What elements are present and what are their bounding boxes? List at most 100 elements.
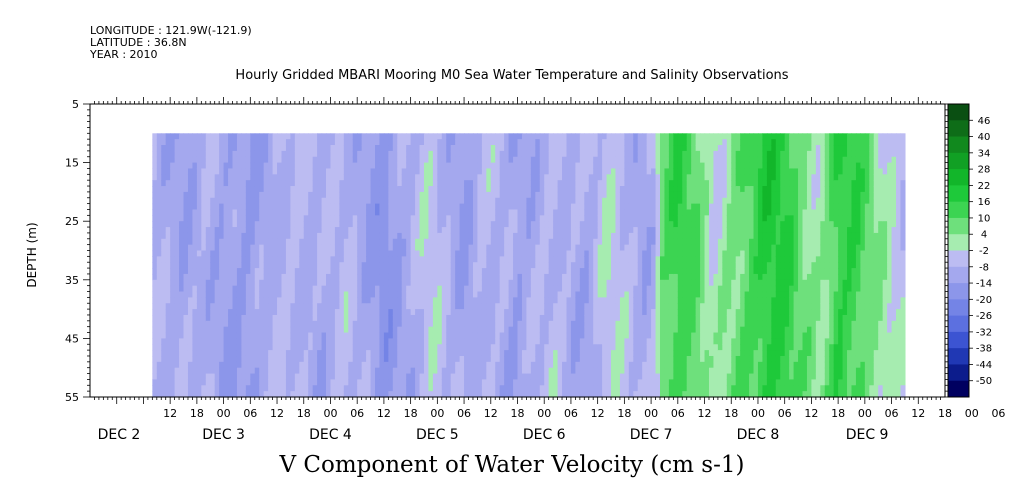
heatmap-cell (526, 326, 532, 334)
heatmap-cell (192, 180, 198, 187)
heatmap-cell (152, 180, 158, 187)
heatmap-cell (277, 145, 283, 152)
heatmap-cell (330, 391, 336, 398)
heatmap-cell (308, 391, 314, 398)
heatmap-cell (539, 209, 545, 216)
heatmap-cell (455, 215, 461, 222)
heatmap-cell (317, 379, 323, 386)
heatmap-cell (277, 256, 283, 263)
heatmap-cell (579, 197, 585, 205)
heatmap-cell (410, 168, 416, 175)
heatmap-cell (548, 309, 554, 316)
heatmap-cell (557, 209, 563, 216)
heatmap-cell (611, 297, 617, 304)
heatmap-cell (446, 291, 452, 298)
heatmap-cell (277, 227, 283, 234)
heatmap-cell (219, 320, 225, 328)
heatmap-cell (615, 273, 621, 281)
heatmap-cell (179, 191, 185, 199)
heatmap-cell (602, 238, 608, 246)
heatmap-cell (232, 385, 238, 392)
heatmap-cell (611, 361, 617, 369)
heatmap-cell (490, 215, 496, 222)
heatmap-cell (232, 320, 238, 328)
heatmap-cell (330, 361, 336, 369)
heatmap-cell (170, 309, 176, 316)
heatmap-cell (557, 367, 563, 375)
heatmap-cell (352, 391, 358, 398)
heatmap-cell (196, 262, 202, 269)
heatmap-cell (254, 174, 260, 181)
heatmap-cell (361, 139, 367, 146)
heatmap-cell (472, 150, 479, 158)
heatmap-cell (455, 191, 461, 199)
heatmap-cell (165, 139, 171, 146)
heatmap-cell (268, 191, 274, 199)
heatmap-cell (562, 174, 568, 181)
heatmap-cell (521, 168, 527, 175)
heatmap-cell (290, 191, 296, 199)
heatmap-cell (352, 326, 358, 334)
heatmap-cell (232, 150, 238, 158)
heatmap-cell (308, 244, 314, 252)
heatmap-cell (513, 273, 519, 281)
heatmap-cell (161, 197, 167, 205)
heatmap-cell (326, 250, 332, 257)
heatmap-cell (183, 314, 189, 322)
heatmap-cell (285, 314, 291, 322)
heatmap-cell (588, 285, 594, 293)
heatmap-cell (250, 338, 256, 345)
heatmap-cell (392, 139, 398, 146)
heatmap-cell (299, 180, 305, 187)
heatmap-cell (450, 273, 456, 281)
heatmap-cell (619, 268, 625, 275)
heatmap-cell (633, 379, 639, 386)
heatmap-cell (334, 256, 340, 263)
heatmap-cell (352, 221, 358, 228)
heatmap-cell (526, 344, 532, 351)
heatmap-cell (179, 145, 185, 152)
heatmap-cell (611, 350, 617, 357)
heatmap-cell (441, 174, 447, 181)
heatmap-cell (419, 291, 425, 298)
heatmap-cell (299, 174, 305, 181)
heatmap-cell (619, 391, 625, 398)
heatmap-cell (205, 297, 211, 304)
heatmap-cell (245, 139, 251, 146)
heatmap-cell (375, 367, 381, 375)
heatmap-cell (156, 268, 162, 275)
heatmap-cell (294, 355, 300, 363)
heatmap-cell (628, 361, 634, 369)
heatmap-cell (437, 203, 443, 211)
heatmap-cell (170, 191, 176, 199)
heatmap-cell (566, 350, 572, 357)
heatmap-cell (415, 344, 421, 351)
heatmap-cell (423, 314, 430, 322)
heatmap-cell (446, 262, 452, 269)
heatmap-cell (241, 320, 247, 328)
heatmap-cell (236, 227, 242, 234)
heatmap-cell (575, 162, 581, 170)
heatmap-cell (263, 291, 269, 298)
heatmap-cell (312, 350, 318, 357)
heatmap-cell (472, 279, 479, 287)
heatmap-cell (553, 297, 559, 304)
heatmap-cell (210, 156, 216, 164)
heatmap-cell (419, 197, 425, 205)
heatmap-cell (450, 156, 456, 164)
heatmap-cell (174, 332, 180, 339)
heatmap-cell (615, 332, 621, 339)
heatmap-cell (477, 326, 483, 334)
heatmap-cell (410, 232, 416, 240)
heatmap-cell (486, 279, 492, 287)
heatmap-cell (263, 344, 269, 351)
heatmap-cell (446, 320, 452, 328)
heatmap-cell (187, 180, 194, 187)
heatmap-cell (579, 309, 585, 316)
heatmap-cell (210, 133, 216, 140)
heatmap-cell (392, 180, 398, 187)
heatmap-cell (187, 162, 194, 170)
heatmap-cell (290, 256, 296, 263)
heatmap-cell (450, 355, 456, 363)
heatmap-cell (499, 221, 505, 228)
